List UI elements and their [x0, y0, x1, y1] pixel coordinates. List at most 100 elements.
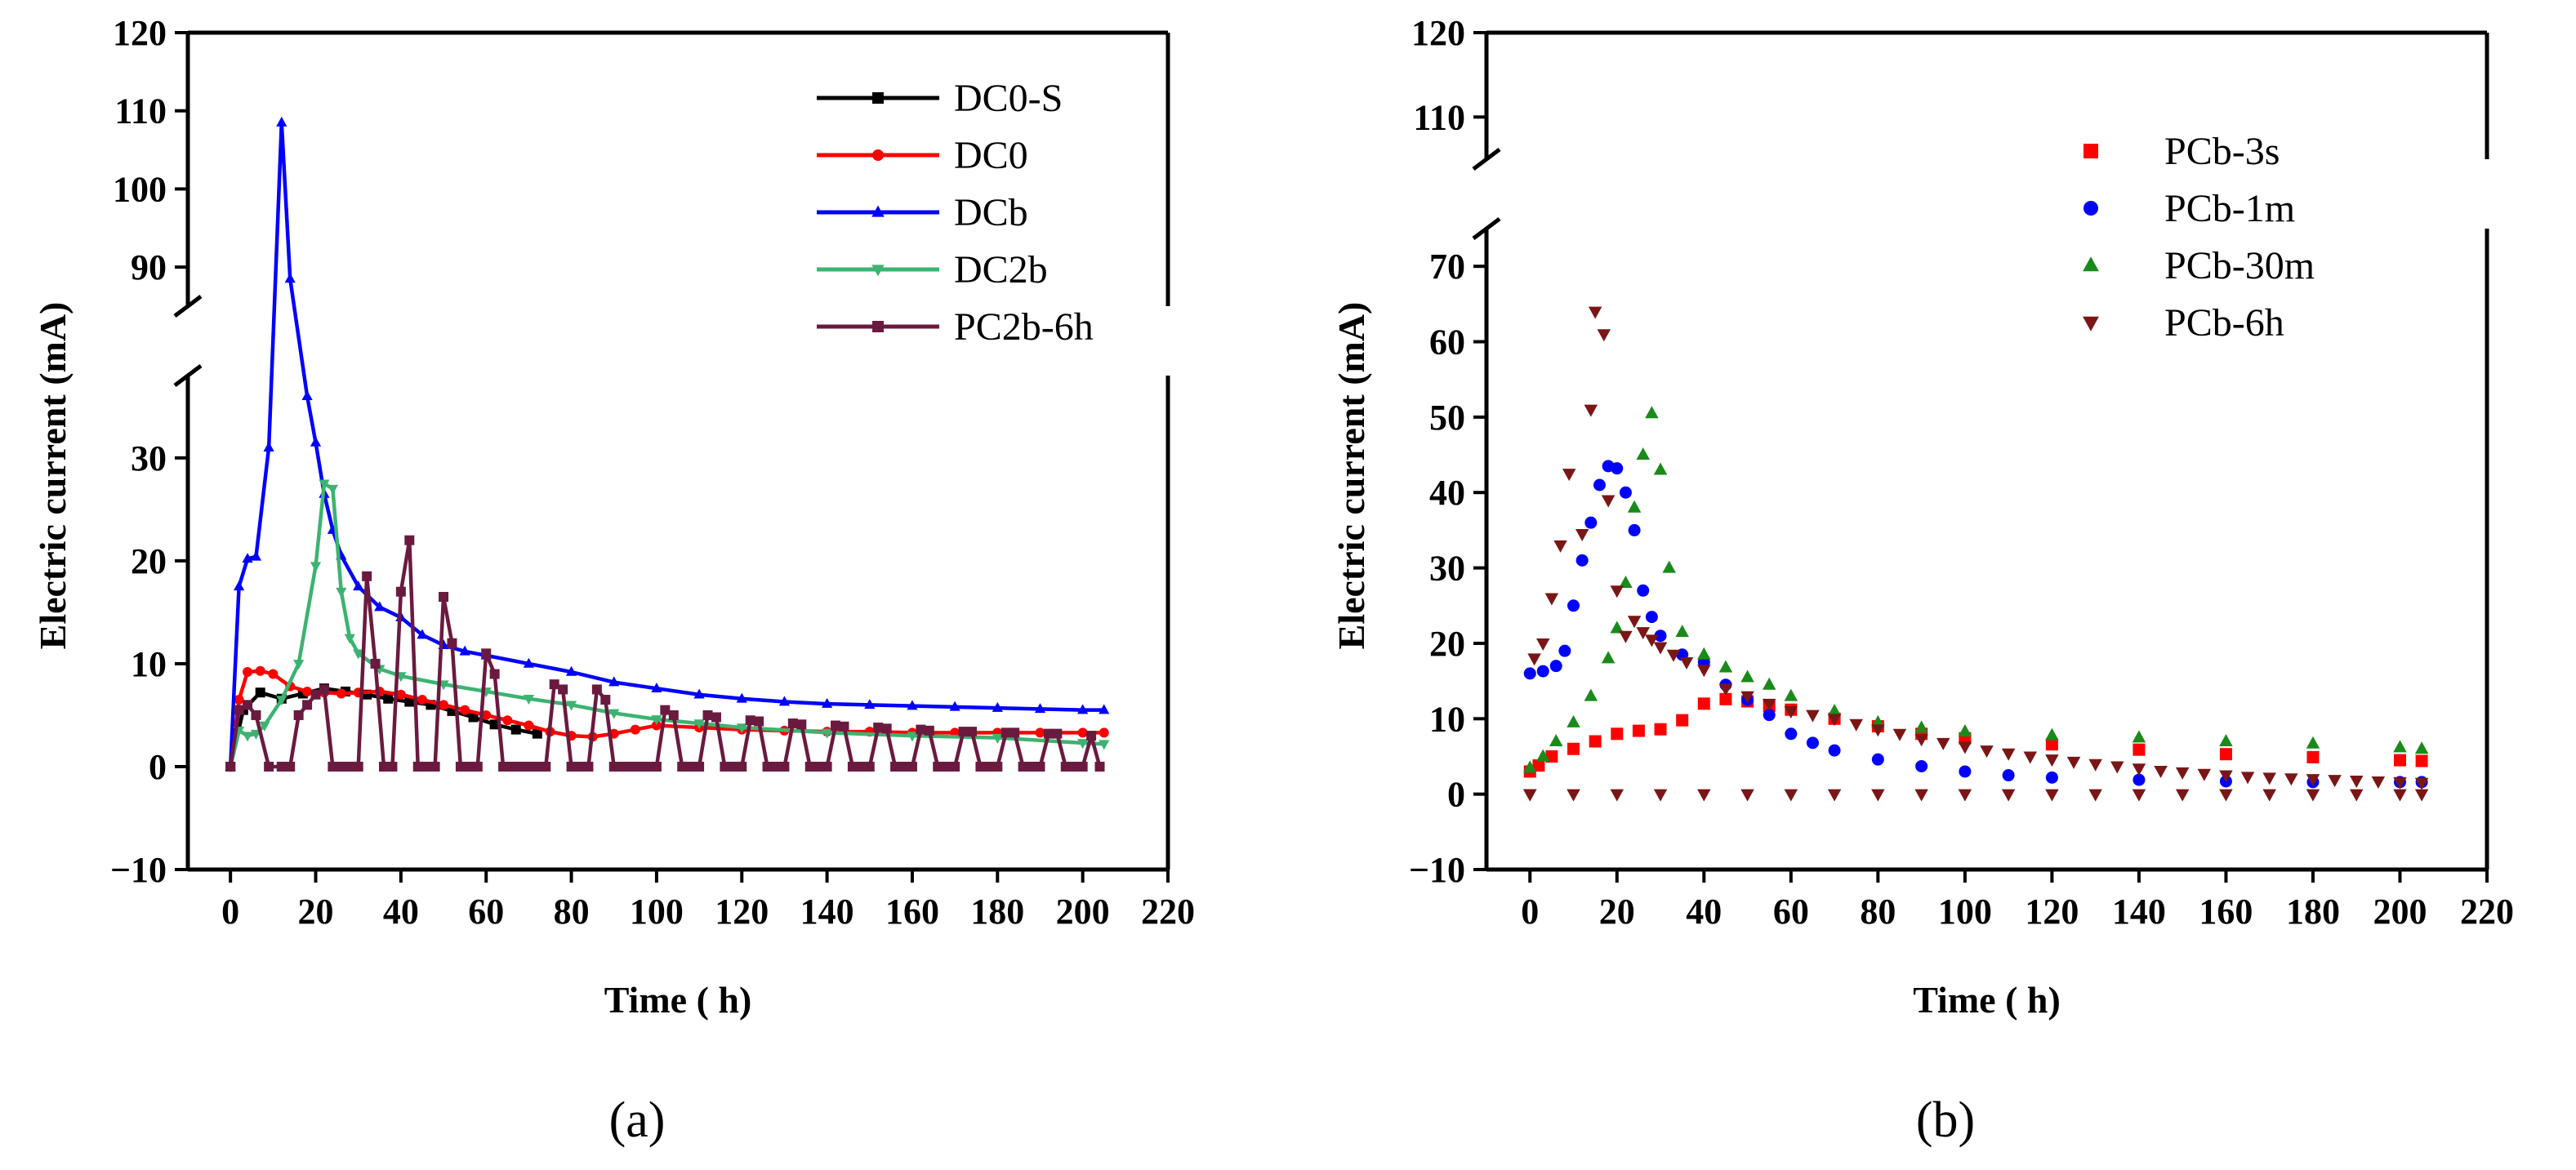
x-tick-label: 180 — [970, 892, 1024, 932]
data-point — [591, 684, 602, 695]
data-point — [643, 761, 653, 772]
x-tick-label: 80 — [554, 892, 590, 932]
data-point — [1549, 734, 1563, 746]
x-tick-label: 20 — [298, 892, 334, 932]
data-point — [916, 724, 926, 735]
x-tick-label: 0 — [1521, 892, 1539, 932]
data-point — [379, 761, 389, 772]
data-point — [2219, 748, 2232, 761]
data-point — [754, 716, 764, 727]
data-point — [813, 761, 824, 772]
panel-b-axis-break-mark — [1472, 148, 1501, 171]
data-point — [524, 761, 534, 772]
data-point — [362, 571, 372, 581]
data-point — [2415, 754, 2428, 767]
data-point — [328, 761, 338, 772]
data-point — [1914, 789, 1928, 802]
x-tick-label: 40 — [1686, 892, 1722, 932]
x-tick-label: 220 — [1141, 892, 1195, 932]
data-point — [523, 657, 534, 668]
data-point — [822, 728, 833, 739]
data-point — [293, 710, 304, 720]
data-point — [1611, 462, 1624, 475]
data-point — [1532, 759, 1545, 772]
x-tick-label: 60 — [468, 892, 504, 932]
data-point — [1958, 789, 1972, 802]
data-point — [302, 700, 313, 710]
data-point — [549, 679, 559, 690]
panel-a-axis-break-mark — [173, 295, 203, 318]
data-point — [1610, 789, 1624, 802]
data-point — [575, 761, 585, 772]
data-point — [417, 629, 428, 639]
y-tick-label: 100 — [113, 169, 167, 209]
data-point — [506, 761, 517, 772]
data-point — [251, 710, 261, 720]
legend-item-DC2b: DC2b — [817, 248, 1048, 291]
data-point — [336, 688, 346, 699]
data-point — [1575, 554, 1589, 567]
data-point — [1535, 638, 1550, 651]
y-tick-label: 120 — [113, 13, 167, 53]
data-point — [992, 761, 1003, 772]
data-point — [1645, 634, 1659, 647]
x-tick-label: 200 — [1056, 892, 1110, 932]
panel-a-axis-break-mark — [173, 364, 203, 387]
data-point — [301, 390, 313, 401]
panel-b-axis-break-mark — [1472, 217, 1501, 240]
data-point — [1740, 670, 1754, 683]
data-point — [1094, 761, 1105, 772]
data-point — [1553, 540, 1567, 553]
data-point — [234, 581, 245, 591]
data-point — [2371, 776, 2386, 789]
data-point — [1099, 704, 1110, 714]
data-point — [1619, 630, 1633, 643]
data-point — [1762, 698, 1776, 711]
data-point — [890, 761, 901, 772]
data-point — [2328, 775, 2342, 788]
data-point — [1958, 741, 1972, 754]
data-point — [856, 761, 867, 772]
y-tick-label: 50 — [1429, 398, 1465, 438]
data-point — [736, 723, 747, 734]
data-point — [566, 761, 577, 772]
data-point — [693, 688, 705, 699]
series-PCb-1m — [1523, 460, 2428, 789]
data-point — [417, 695, 427, 705]
data-point — [831, 720, 841, 731]
data-point — [1718, 660, 1733, 673]
data-point — [523, 694, 534, 705]
data-point — [255, 687, 265, 698]
data-point — [2414, 789, 2429, 802]
data-point — [804, 761, 815, 772]
data-point — [2154, 766, 2168, 779]
data-point — [353, 581, 364, 591]
data-point — [1527, 653, 1541, 666]
data-point — [1562, 469, 1576, 482]
data-point — [472, 761, 483, 772]
data-point — [1827, 704, 1842, 717]
data-point — [864, 699, 876, 710]
y-tick-label: 60 — [1429, 323, 1465, 363]
data-point — [711, 712, 721, 723]
data-point — [2393, 789, 2407, 802]
data-point — [1558, 644, 1571, 657]
data-point — [1584, 404, 1598, 417]
data-point — [345, 761, 355, 772]
data-point — [404, 696, 415, 707]
y-tick-label: 10 — [131, 644, 167, 684]
data-point — [720, 761, 730, 772]
data-point — [907, 761, 917, 772]
data-point — [1645, 611, 1658, 624]
data-point — [2306, 774, 2320, 787]
x-tick-label: 160 — [885, 892, 939, 932]
data-point — [293, 660, 305, 670]
data-point — [677, 761, 688, 772]
data-point — [1936, 737, 1950, 750]
data-point — [1027, 761, 1037, 772]
legend-swatch-marker — [872, 149, 884, 161]
data-point — [2349, 789, 2364, 802]
series-DCb — [225, 116, 1110, 771]
data-point — [1597, 329, 1611, 342]
